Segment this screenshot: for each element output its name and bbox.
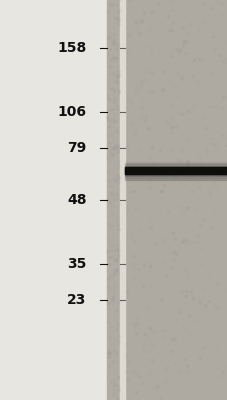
Text: 35: 35 [67, 257, 86, 271]
Bar [125, 164, 227, 176]
Bar [107, 0, 119, 400]
Bar [125, 167, 227, 174]
Bar [125, 167, 227, 174]
Bar [125, 166, 227, 175]
Bar [125, 168, 227, 173]
Bar [119, 0, 125, 400]
Bar [125, 162, 227, 179]
Bar [125, 163, 227, 178]
Text: 79: 79 [67, 141, 86, 155]
Text: 48: 48 [67, 193, 86, 207]
Bar [125, 169, 227, 172]
Bar [0, 0, 107, 400]
Bar [125, 174, 227, 180]
Bar [125, 0, 227, 400]
Text: 106: 106 [57, 105, 86, 119]
Text: 158: 158 [57, 41, 86, 55]
Text: 23: 23 [67, 293, 86, 307]
